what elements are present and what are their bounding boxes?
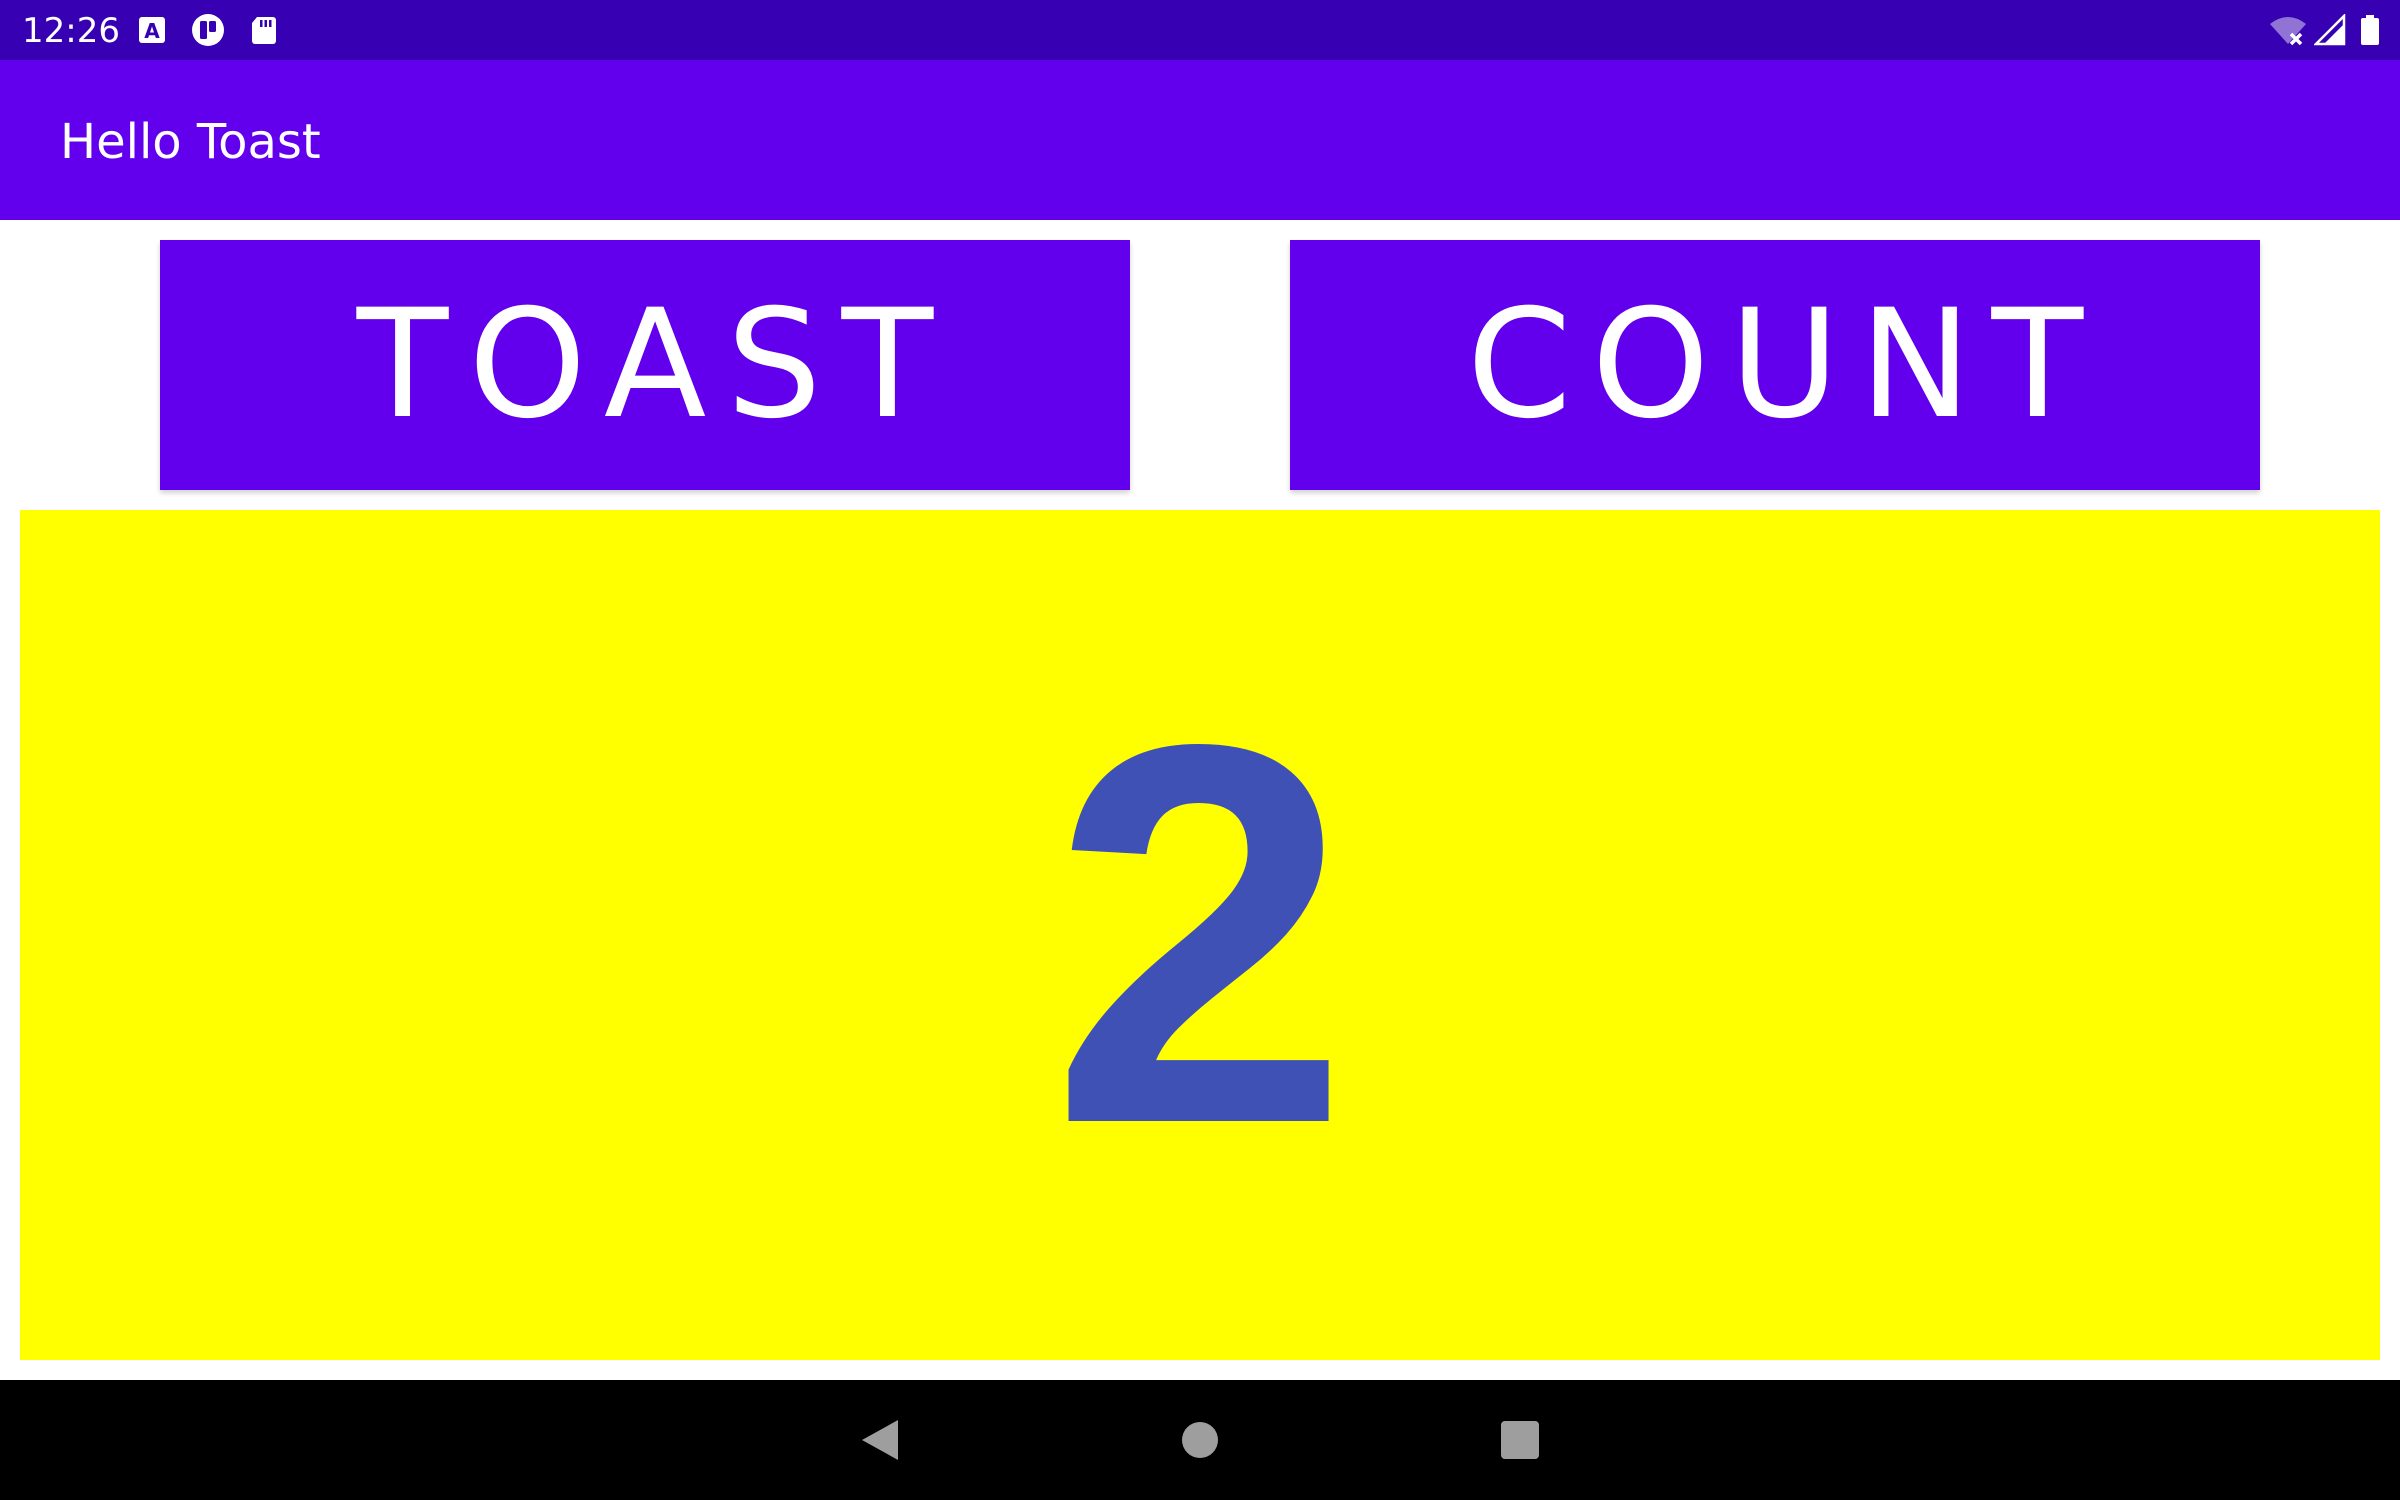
battery-icon [2361, 15, 2379, 45]
count-value: 2 [1049, 633, 1351, 1236]
count-display: 2 [20, 510, 2380, 1360]
recents-icon[interactable] [1480, 1400, 1560, 1480]
app-title: Hello Toast [60, 114, 321, 170]
navigation-bar [0, 1380, 2400, 1500]
notification-app-icon [192, 14, 224, 46]
status-time: 12:26 [22, 11, 120, 51]
toast-button[interactable]: TOAST [160, 240, 1130, 490]
home-icon[interactable] [1160, 1400, 1240, 1480]
count-button[interactable]: COUNT [1290, 240, 2260, 490]
app-bar: Hello Toast [0, 60, 2400, 220]
sd-card-icon [252, 17, 276, 44]
svg-text:A: A [144, 19, 160, 43]
status-bar: 12:26 A [0, 0, 2400, 60]
wifi-off-icon [2270, 17, 2306, 46]
keyboard-a-icon: A [139, 17, 165, 43]
cell-signal-icon [2314, 14, 2346, 46]
back-icon[interactable] [840, 1400, 920, 1480]
